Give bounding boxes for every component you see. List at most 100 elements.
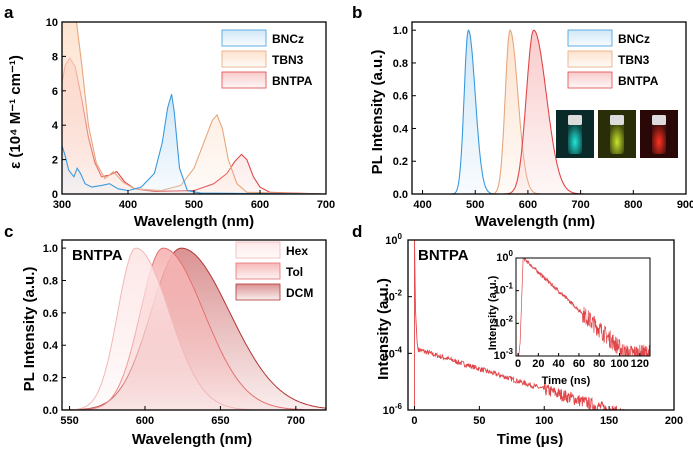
panel-b-ytick-label-2: 0.4: [393, 123, 409, 135]
panel-d-xtick-label-1: 50: [473, 415, 485, 427]
panel-d-ytick-label-0-exponent: 0: [398, 232, 403, 241]
panel-b-legend-label-0: BNCz: [618, 32, 650, 46]
panel-c-legend-swatch-1: [235, 262, 281, 280]
panel-d-inset-ytick-label-0: 100: [496, 249, 513, 264]
panel-c-xtick-label-0: 550: [60, 415, 78, 427]
panel-d-ytick-label-3: 10-6: [383, 402, 403, 417]
panel-c-title: BNTPA: [72, 247, 123, 264]
panel-d-inset-decay-trace: [518, 258, 650, 356]
panel-d-inset-xtick-label-6: 120: [631, 358, 649, 370]
panel-c-ytick-label-1: 0.2: [43, 373, 58, 385]
panel-a-legend-label-0: BNCz: [272, 32, 304, 46]
panel-b-area-TBN3: [486, 30, 558, 195]
panel-b-legend-label-2: BNTPA: [618, 74, 659, 88]
panel-c-ytick-label-5: 1.0: [43, 243, 58, 255]
panel-b-legend-swatch-0: [567, 29, 613, 47]
panel-d-decay-trace: [414, 240, 667, 410]
panel-c-ytick-label-4: 0.8: [43, 275, 58, 287]
panel-d-inset-xtick-label-4: 80: [593, 358, 605, 370]
panel-b-ylabel: PL Intensity (a.u.): [369, 50, 386, 175]
panel-d-inset-bg: [516, 258, 650, 356]
panel-c-ylabel: PL Intensity (a.u.): [21, 267, 38, 392]
panel-d-inset-ylabel: Intensity (a.u.): [487, 275, 499, 350]
panel-b-pl-chart: 400 500 600 700 800 900 0.0 0.2 0.4 0.6 0.8 1.0 BNCz…: [393, 21, 693, 211]
panel-d-ytick-label-2-exponent: -4: [395, 345, 403, 354]
panel-a-ytick-label-0: 0: [52, 189, 58, 201]
panel-d-ytick-label-1-base: 10: [383, 292, 395, 304]
panel-b-ytick-label-3: 0.6: [393, 91, 408, 103]
panel-b-xtick-label-3: 700: [571, 199, 589, 211]
vial-cap-1: [610, 115, 624, 125]
panel-a-ylabel: ε (10⁴ M⁻¹ cm⁻¹): [7, 55, 24, 169]
panel-d-xtick-label-4: 200: [665, 415, 683, 427]
panel-a-ytick-label-1: 2: [52, 155, 58, 167]
panel-a-xlabel: Wavelength (nm): [134, 213, 254, 230]
panel-d-xtick-label-2: 100: [535, 415, 553, 427]
panel-d-title: BNTPA: [418, 247, 469, 264]
panel-d-inset-ytick-label-2-exponent: -2: [506, 314, 514, 323]
panel-d-inset-ytick-label-3-base: 10: [494, 350, 506, 362]
panel-c-ytick-label-0: 0.0: [43, 405, 58, 417]
panel-a-xtick-label-4: 700: [317, 199, 335, 211]
panel-b-ytick-label-0: 0.0: [393, 189, 408, 201]
panel-d-ytick-label-2: 10-4: [383, 345, 403, 360]
panel-d-xtick-label-3: 150: [600, 415, 618, 427]
panel-d-inset-ytick-label-1-exponent: -1: [506, 282, 514, 291]
panel-d-inset-xlabel: Time (ns): [542, 375, 591, 387]
panel-a-legend-label-2: BNTPA: [272, 74, 313, 88]
panel-d-ylabel: Intensity (a.u.): [375, 278, 392, 380]
panel-a-ytick-label-3: 6: [52, 86, 58, 98]
panel-b-ytick-label-1: 0.2: [393, 156, 408, 168]
panel-a-legend-swatch-0: [221, 29, 267, 47]
panel-a-xtick-label-0: 300: [53, 199, 71, 211]
panel-b-xlabel: Wavelength (nm): [475, 213, 595, 230]
panel-d-inset-ytick-label-0-base: 10: [496, 252, 508, 264]
panel-d-ytick-label-3-exponent: -6: [395, 402, 403, 411]
panel-b-ytick-label-4: 0.8: [393, 58, 408, 70]
panel-b-area-BNTPA: [496, 30, 610, 195]
panel-c-legend-swatch-0: [235, 241, 281, 259]
panel-label-a: a: [4, 3, 14, 22]
panel-d-inset-xtick-label-1: 20: [532, 358, 544, 370]
panel-d-inset-xtick-label-0: 0: [515, 358, 521, 370]
panel-c-area-Hex: [62, 248, 326, 410]
panel-b-vial-photo: [556, 110, 678, 158]
panel-a-ytick-label-5: 10: [46, 17, 58, 29]
vial-body-2: [652, 124, 666, 154]
panel-label-b: b: [352, 3, 362, 22]
panel-d-ytick-label-2-base: 10: [383, 348, 395, 360]
panel-d-inset-ytick-label-3: 10-3: [494, 347, 514, 362]
panel-d-series-group: [414, 240, 667, 410]
panel-d-ytick-label-0: 100: [385, 232, 402, 247]
panel-b-xtick-label-5: 900: [677, 199, 693, 211]
panel-d-inset-series-group: [518, 258, 650, 356]
vial-cap-0: [568, 115, 582, 125]
panel-c-legend-label-1: Tol: [286, 265, 303, 279]
panel-b-legend-label-1: TBN3: [618, 53, 650, 67]
panel-b-xtick-label-2: 600: [519, 199, 537, 211]
panel-d-inset-ytick-label-1-base: 10: [494, 285, 506, 297]
panel-a-area-TBN3: [62, 22, 326, 194]
panel-c-legend-swatch-2: [235, 283, 281, 301]
panel-d-ytick-label-0-base: 10: [385, 235, 397, 247]
panel-a-legend-swatch-1: [221, 50, 267, 68]
panel-c-xtick-label-1: 600: [136, 415, 154, 427]
panel-c-solvatochromism-chart: 550 600 650 700 0.0 0.2 0.4 0.6 0.8 1.0 Hex Tol DCM: [43, 239, 327, 427]
panel-b-plot-frame: [411, 21, 687, 195]
panel-d-inset-xtick-label-3: 60: [573, 358, 585, 370]
panel-a-legend-label-1: TBN3: [272, 53, 304, 67]
panel-d-inset-ytick-label-2: 10-2: [494, 314, 514, 329]
panel-d-ytick-label-3-base: 10: [383, 405, 395, 417]
panel-c-xlabel: Wavelength (nm): [132, 431, 252, 448]
panel-b-xtick-label-0: 400: [413, 199, 431, 211]
panel-c-ytick-label-3: 0.6: [43, 308, 58, 320]
panel-c-plot-frame: [61, 239, 327, 411]
panel-b-area-BNCz: [447, 30, 510, 195]
panel-d-plot-frame: [407, 239, 675, 411]
panel-c-xtick-label-3: 700: [287, 415, 305, 427]
panel-d-xtick-label-0: 0: [411, 415, 417, 427]
vial-cap-2: [652, 115, 666, 125]
panel-b-legend-swatch-2: [567, 71, 613, 89]
